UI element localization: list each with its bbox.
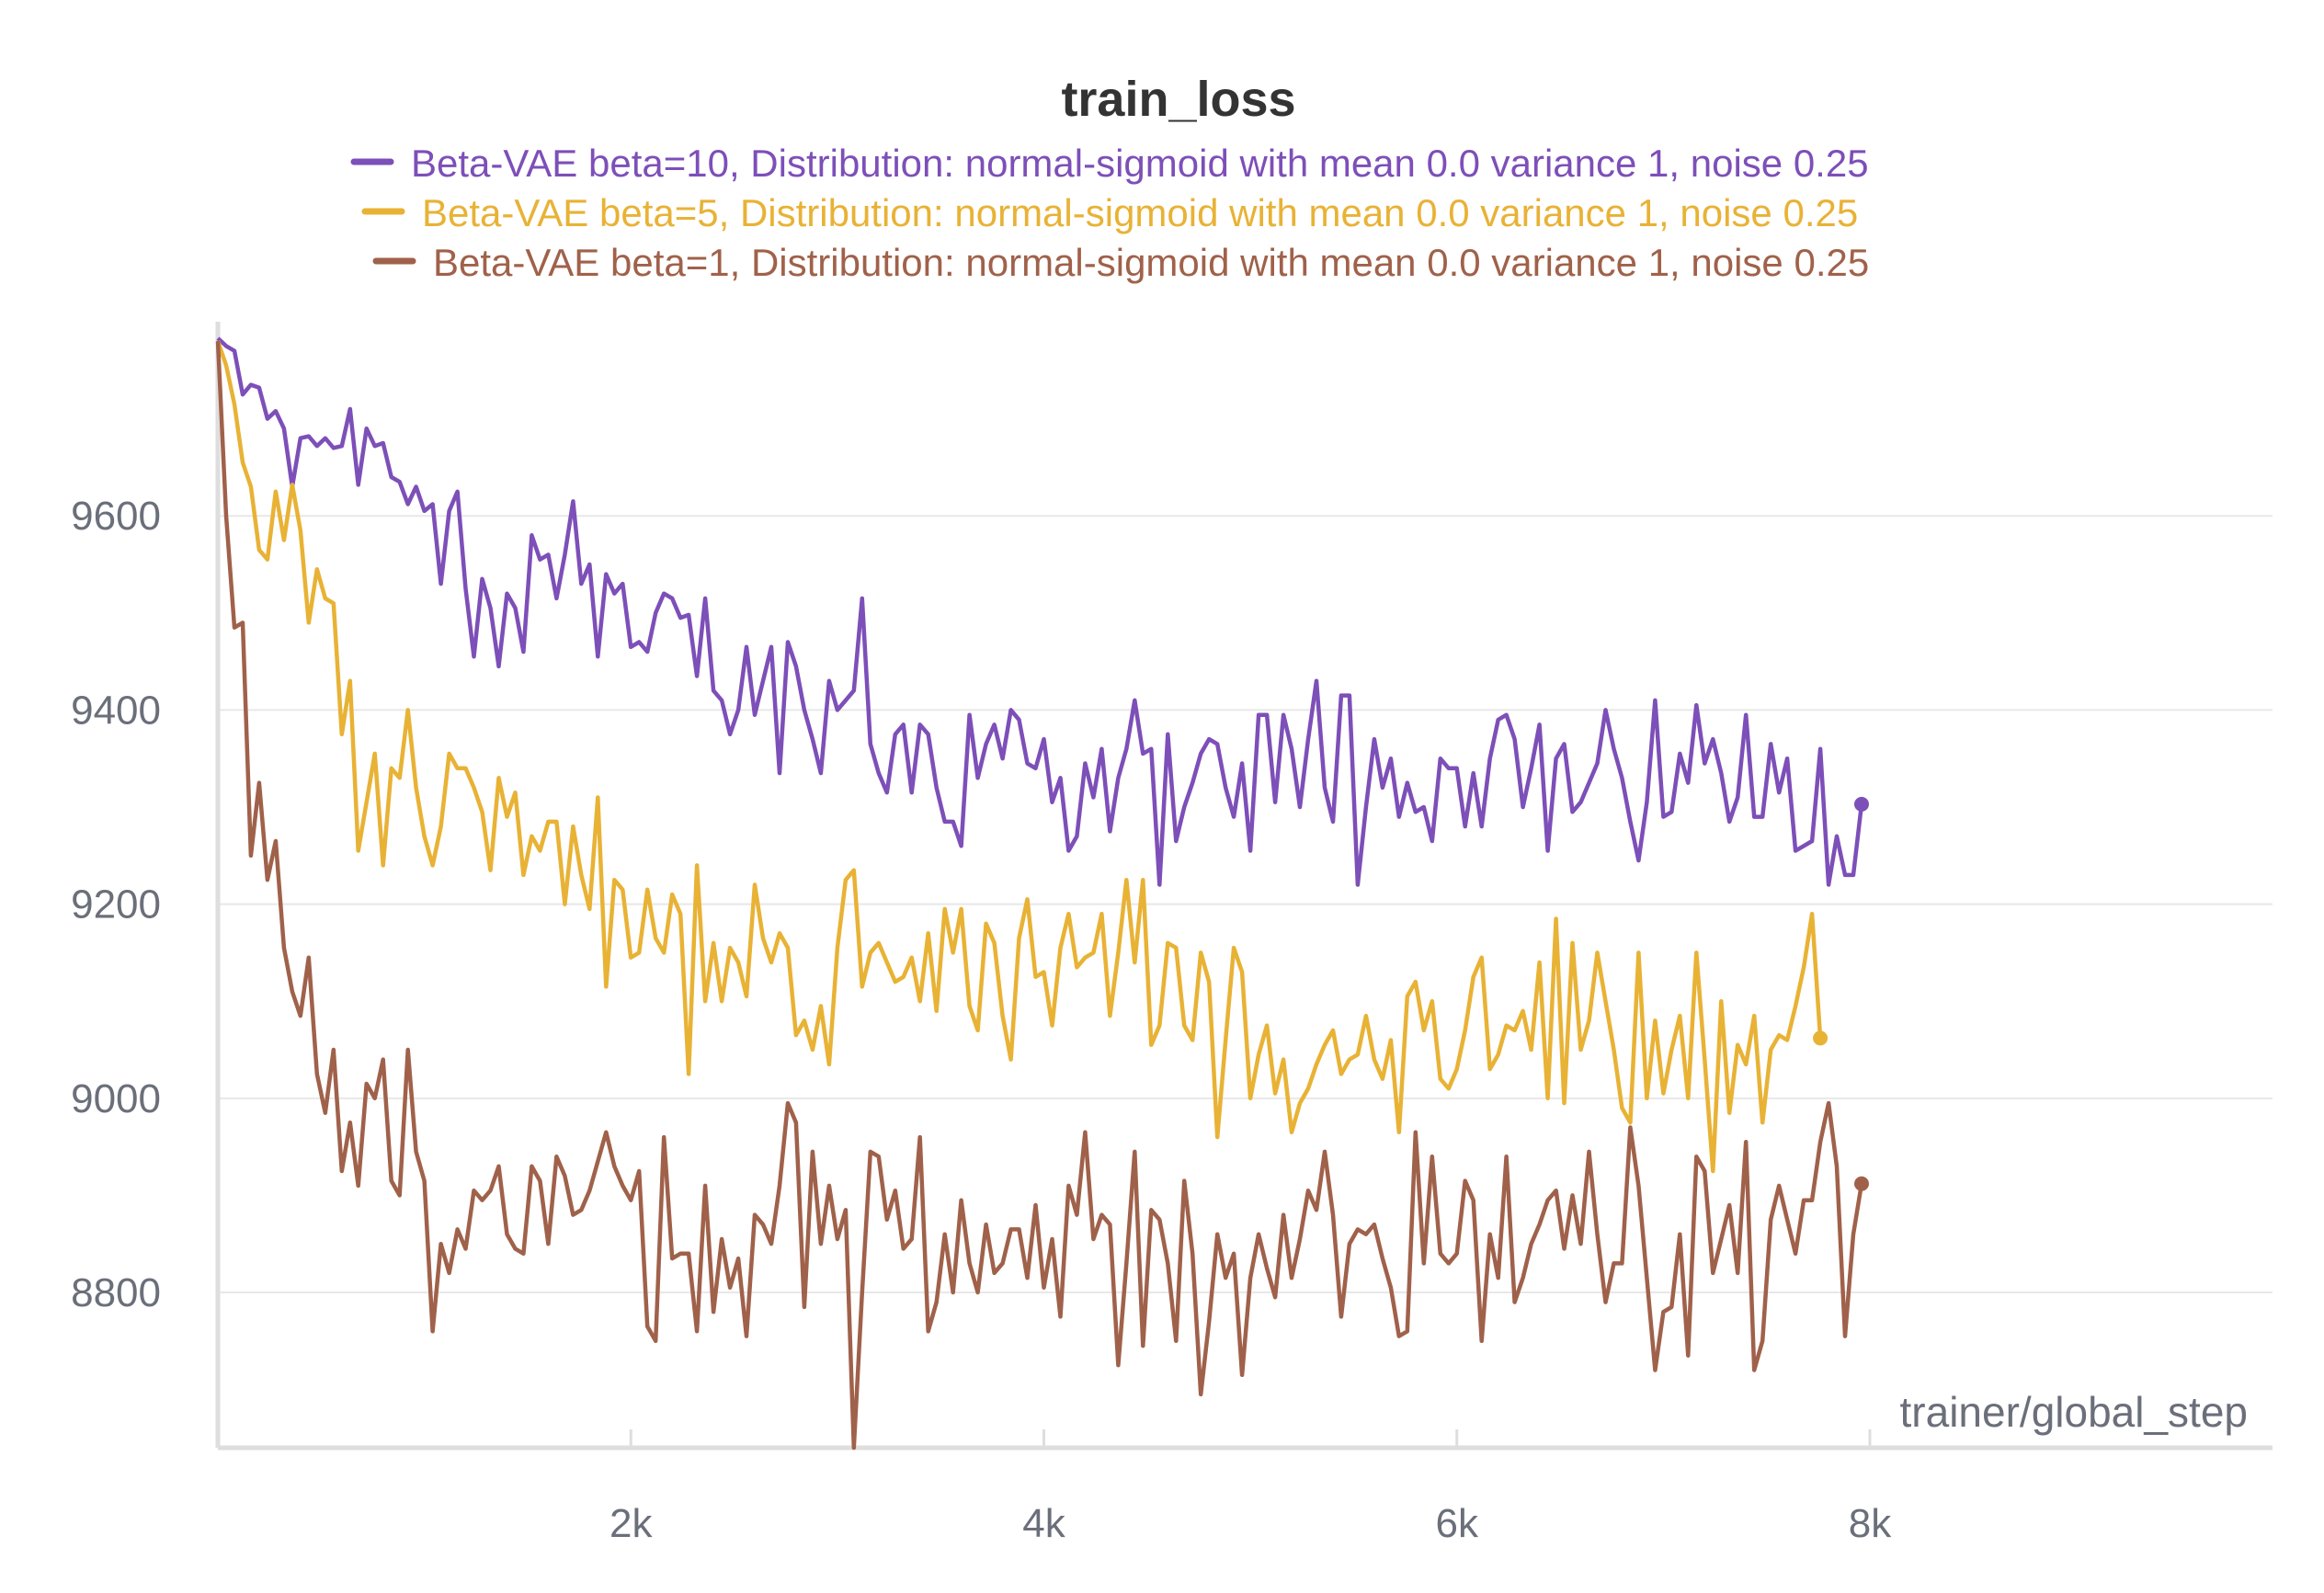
y-tick-label: 8800 bbox=[71, 1270, 161, 1315]
x-tick-label: 6k bbox=[1435, 1501, 1478, 1546]
x-tick-label: 4k bbox=[1022, 1501, 1065, 1546]
y-tick-label: 9400 bbox=[71, 688, 161, 733]
plot-area bbox=[215, 336, 1869, 1451]
series-end-point bbox=[1813, 1030, 1828, 1046]
legend-label: Beta-VAE beta=5, Distribution: normal-si… bbox=[422, 191, 1858, 234]
series-end-point bbox=[1854, 796, 1869, 812]
y-tick-label: 9000 bbox=[71, 1076, 161, 1121]
x-axis-label: trainer/global_step bbox=[1900, 1388, 2248, 1436]
series-end-point bbox=[1854, 1176, 1869, 1191]
y-tick-label: 9200 bbox=[71, 882, 161, 927]
axes: 2k 4k 6k 8k bbox=[215, 322, 2273, 1546]
series-line-1 bbox=[216, 336, 1864, 887]
x-tick-label: 8k bbox=[1849, 1501, 1892, 1546]
series-line-2 bbox=[215, 340, 1823, 1174]
legend-label: Beta-VAE beta=1, Distribution: normal-si… bbox=[433, 241, 1869, 284]
series-line-3 bbox=[215, 340, 1864, 1451]
legend-label: Beta-VAE beta=10, Distribution: normal-s… bbox=[411, 142, 1869, 185]
gridlines: 8800 9000 9200 9400 9600 bbox=[71, 494, 2273, 1315]
chart-title: train_loss bbox=[1061, 72, 1295, 127]
legend: Beta-VAE beta=10, Distribution: normal-s… bbox=[350, 142, 1869, 284]
x-tick-label: 2k bbox=[609, 1501, 653, 1546]
y-tick-label: 9600 bbox=[71, 494, 161, 539]
